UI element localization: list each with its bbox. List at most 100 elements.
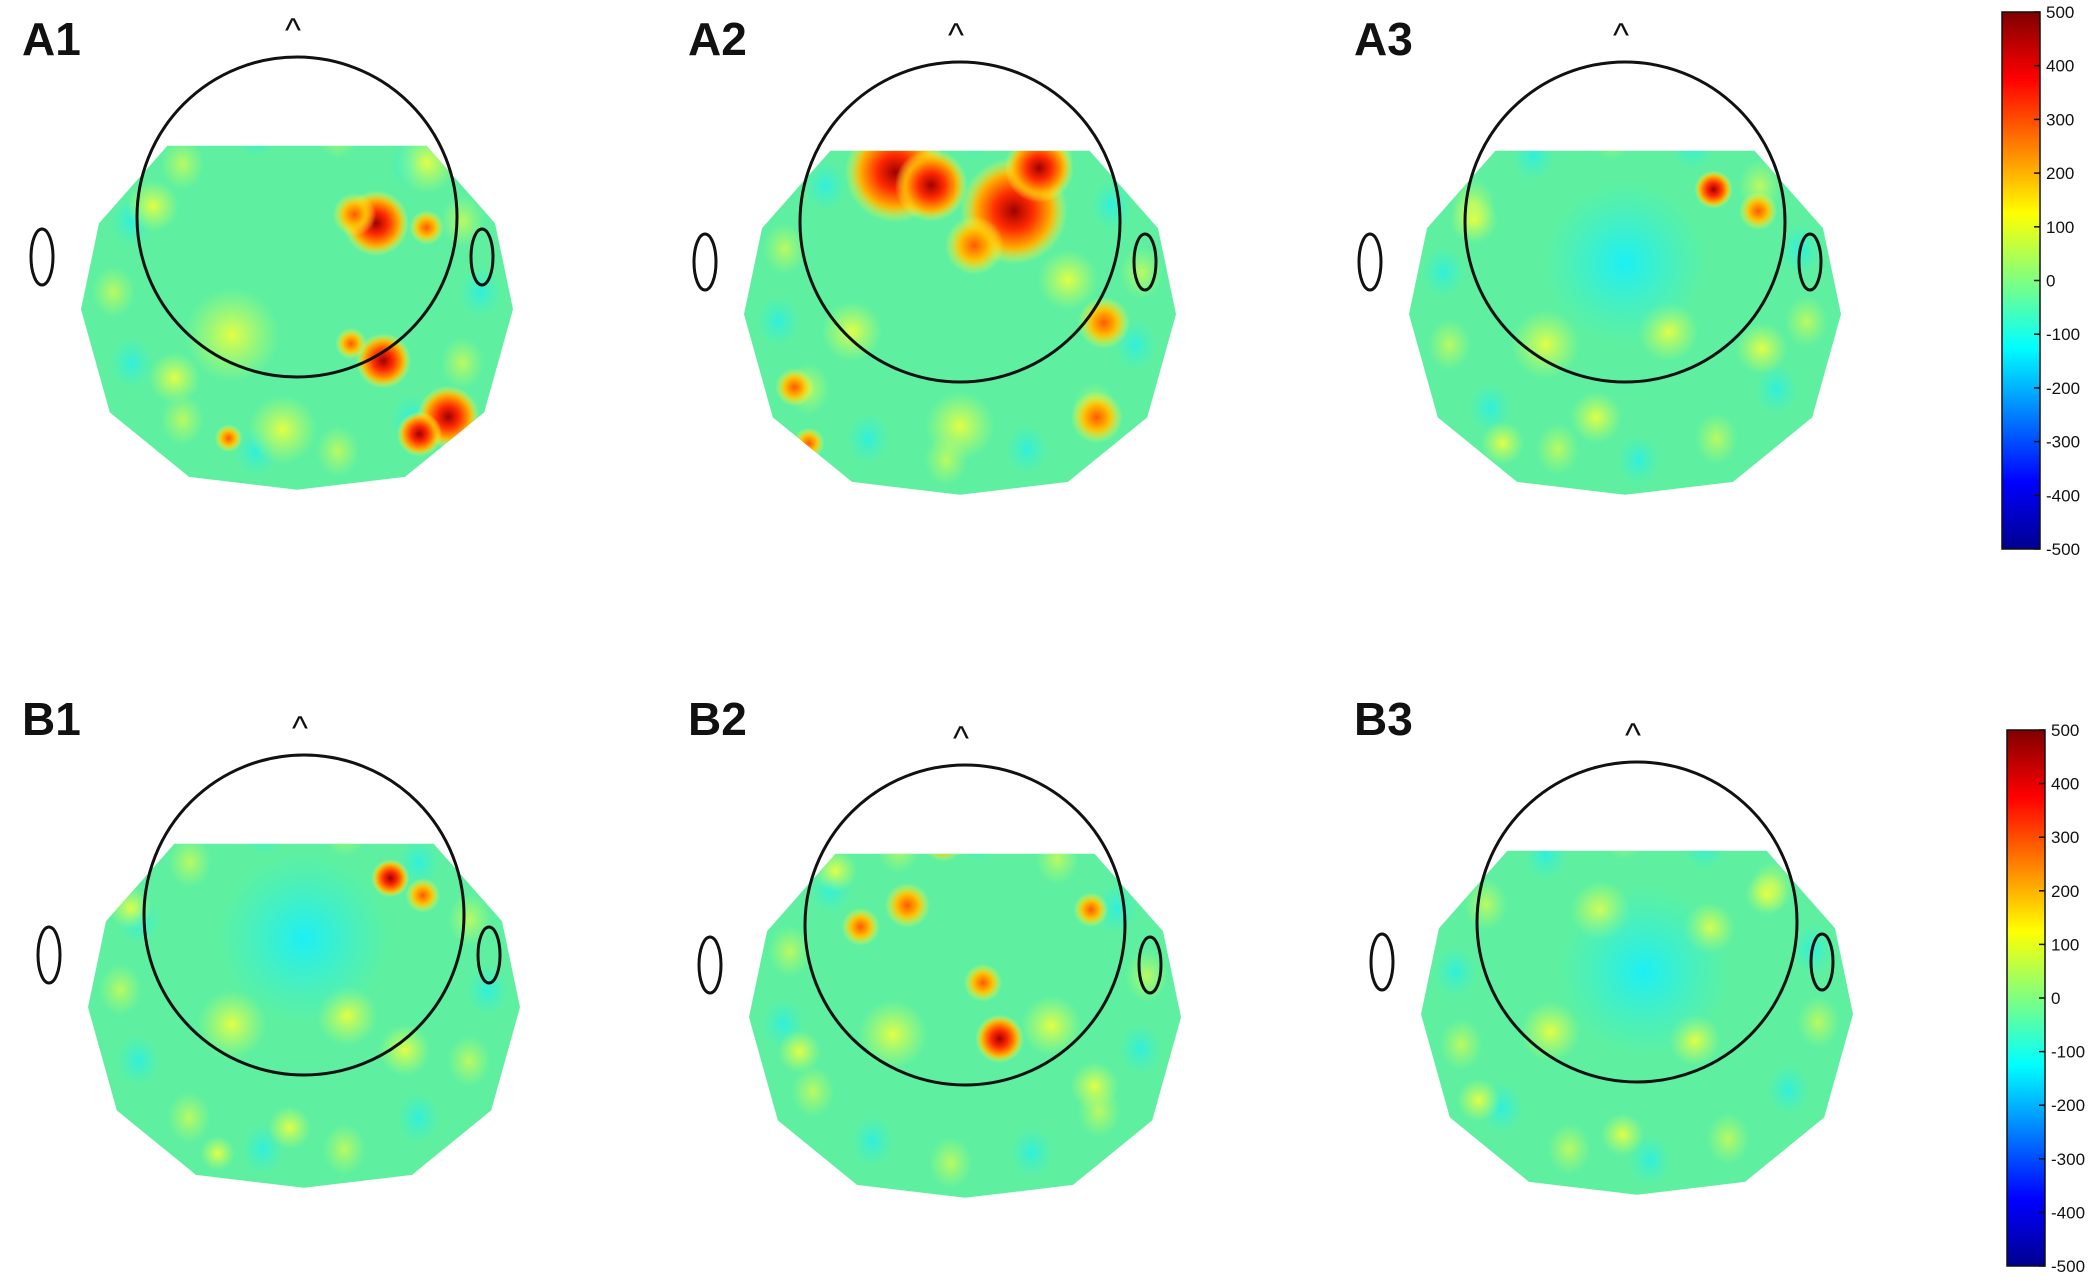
right-ear	[1809, 932, 1835, 992]
head-outline	[1475, 760, 1799, 1084]
rim-patch	[1427, 319, 1472, 371]
colorbar-tick-label: 300	[2051, 828, 2079, 847]
activity-blob	[127, 180, 179, 232]
rim-patch	[447, 1035, 491, 1088]
colorbar-top: 500 400 300 200 100 0 -100 -200 -300 -400 -500	[2001, 3, 2080, 559]
rim-patch	[316, 145, 360, 159]
rim-patch	[1421, 246, 1466, 299]
head-map-a1	[81, 145, 514, 490]
activity-blob	[945, 216, 1004, 275]
rim-patch	[1706, 1113, 1750, 1165]
activity-blob	[963, 963, 1003, 1002]
rim-patch	[791, 1065, 835, 1118]
colorbar-tick-label: -100	[2046, 325, 2080, 344]
activity-blob	[1735, 322, 1788, 375]
activity-blob	[396, 411, 442, 457]
colorbar-tick-label: -500	[2051, 1257, 2085, 1276]
rim-patch	[1754, 363, 1799, 416]
rim-patch	[1464, 878, 1508, 931]
topomap-a2: A2 ^	[688, 13, 1176, 495]
rim-patch	[1118, 1022, 1162, 1075]
right-ear	[1132, 232, 1158, 292]
colorbar-bottom-ticks: 500 400 300 200 100 0 -100 -200 -300 -400 -500	[2039, 721, 2085, 1276]
activity-blob	[355, 333, 412, 389]
rim-patch	[952, 150, 996, 160]
activity-blob	[871, 99, 906, 133]
activity-blob	[1078, 297, 1130, 349]
colorbar-top-ticks: 500 400 300 200 100 0 -100 -200 -300 -400 -500	[2034, 3, 2080, 559]
colorbar-tick-label: 100	[2046, 218, 2074, 237]
activity-blob	[1021, 995, 1082, 1056]
activity-blob	[931, 813, 962, 844]
topomap-b1: B1 ^	[22, 693, 521, 1188]
colorbar-tick-label: -400	[2046, 486, 2080, 505]
panel-label-a3: A3	[1354, 13, 1413, 65]
activity-blob	[1601, 1113, 1645, 1157]
left-ear	[697, 935, 723, 995]
nose-marker: ^	[285, 12, 301, 50]
rim-patch	[1005, 423, 1049, 475]
colorbar-tick-label: 500	[2051, 721, 2079, 740]
activity-blob	[217, 852, 391, 1025]
rim-patch	[322, 1123, 366, 1176]
rim-patch	[1009, 1126, 1054, 1179]
rim-patch	[440, 195, 484, 247]
activity-blob	[409, 210, 444, 245]
rim-patch	[1511, 150, 1556, 182]
right-ear	[1137, 935, 1163, 995]
rim-patch	[1524, 850, 1568, 881]
activity-blob	[841, 907, 880, 946]
colorbar-tick-label: -300	[2051, 1150, 2085, 1169]
head-map-a3	[1409, 150, 1841, 495]
activity-blob	[1481, 421, 1525, 465]
rim-patch	[1784, 295, 1829, 348]
left-ear	[29, 227, 55, 287]
head-outline	[798, 60, 1122, 384]
rim-patch	[459, 266, 503, 318]
activity-blob	[1745, 872, 1789, 916]
rim-patch	[763, 222, 807, 275]
colorbar-tick-label: 200	[2046, 164, 2074, 183]
colorbar-tick-label: -400	[2051, 1203, 2085, 1222]
activity-blob	[858, 1000, 928, 1069]
left-ear	[1357, 232, 1383, 292]
activity-blob	[1070, 1061, 1119, 1111]
rim-patch	[160, 145, 205, 191]
rim-patch	[1035, 853, 1079, 885]
head-outline	[1463, 60, 1787, 384]
activity-blob	[378, 1024, 431, 1076]
colorbar-bottom: 500 400 300 200 100 0 -100 -200 -300 -400 -500	[2006, 721, 2085, 1276]
activity-blob	[1542, 180, 1708, 345]
rim-patch	[768, 925, 812, 978]
activity-blob	[405, 878, 441, 913]
activity-blob	[1739, 192, 1778, 230]
activity-blob	[1457, 1078, 1501, 1122]
head-outline	[803, 763, 1127, 1087]
rim-patch	[803, 160, 848, 212]
panel-label-a2: A2	[688, 13, 747, 65]
rim-patch	[466, 964, 510, 1017]
activity-blob	[184, 287, 280, 383]
rim-patch	[1439, 1018, 1483, 1071]
head-map-b3	[1421, 850, 1853, 1195]
rim-patch	[876, 853, 921, 874]
rim-patch	[957, 853, 1001, 863]
rim-patch	[160, 393, 205, 446]
activity-blob	[274, 811, 305, 842]
activity-blob	[248, 395, 318, 464]
head-map-a2	[744, 99, 1176, 495]
activity-blob	[200, 1136, 235, 1171]
activity-blob	[1073, 892, 1109, 927]
rim-patch	[110, 337, 154, 389]
colorbar-tick-label: -200	[2051, 1096, 2085, 1115]
activity-blob	[1694, 170, 1733, 209]
topomap-b2: B2 ^	[688, 693, 1181, 1198]
colorbar-tick-label: 0	[2051, 989, 2060, 1008]
activity-blob	[975, 1014, 1024, 1063]
colorbar-tick-label: -500	[2046, 540, 2080, 559]
nose-marker: ^	[1625, 717, 1641, 755]
colorbar-tick-label: -300	[2046, 433, 2080, 452]
activity-blob	[922, 853, 965, 862]
activity-blob	[1511, 309, 1581, 379]
